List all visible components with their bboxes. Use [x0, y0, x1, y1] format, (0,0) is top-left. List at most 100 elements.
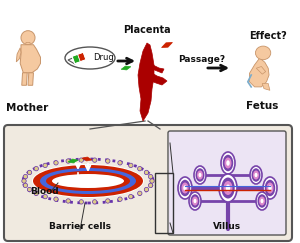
- Ellipse shape: [182, 182, 188, 193]
- Ellipse shape: [256, 46, 271, 60]
- Polygon shape: [152, 65, 164, 73]
- Ellipse shape: [194, 199, 196, 203]
- Ellipse shape: [178, 177, 192, 199]
- Ellipse shape: [251, 168, 260, 182]
- Ellipse shape: [263, 177, 277, 199]
- Circle shape: [79, 200, 83, 204]
- Text: Effect?: Effect?: [249, 31, 287, 41]
- Ellipse shape: [219, 174, 237, 202]
- Polygon shape: [68, 159, 78, 163]
- Circle shape: [106, 199, 110, 203]
- Polygon shape: [78, 52, 86, 62]
- Ellipse shape: [253, 171, 259, 180]
- Ellipse shape: [196, 168, 205, 182]
- Circle shape: [54, 197, 58, 201]
- Circle shape: [118, 197, 122, 201]
- Polygon shape: [68, 57, 75, 64]
- Ellipse shape: [226, 184, 230, 191]
- Circle shape: [23, 174, 28, 179]
- Polygon shape: [256, 67, 266, 74]
- Text: Mother: Mother: [6, 103, 48, 113]
- Circle shape: [27, 187, 32, 192]
- Ellipse shape: [260, 199, 263, 203]
- Ellipse shape: [221, 152, 235, 174]
- Polygon shape: [82, 157, 92, 161]
- Circle shape: [43, 194, 47, 199]
- Ellipse shape: [254, 173, 257, 177]
- Circle shape: [138, 166, 142, 171]
- Ellipse shape: [183, 185, 187, 191]
- Circle shape: [106, 159, 110, 163]
- Ellipse shape: [194, 166, 206, 184]
- Circle shape: [34, 166, 38, 171]
- Polygon shape: [28, 73, 34, 85]
- Polygon shape: [121, 66, 131, 70]
- Polygon shape: [138, 43, 154, 121]
- Circle shape: [23, 183, 28, 188]
- FancyBboxPatch shape: [4, 125, 292, 241]
- Circle shape: [21, 31, 35, 45]
- Text: Blood: Blood: [30, 186, 58, 196]
- Circle shape: [22, 179, 26, 183]
- Ellipse shape: [40, 168, 136, 194]
- Polygon shape: [26, 42, 30, 45]
- Text: Placenta: Placenta: [123, 25, 171, 35]
- Ellipse shape: [197, 171, 203, 180]
- Ellipse shape: [199, 173, 202, 177]
- Ellipse shape: [180, 180, 190, 196]
- Ellipse shape: [266, 182, 274, 193]
- Circle shape: [138, 191, 142, 196]
- Ellipse shape: [65, 47, 115, 69]
- Circle shape: [92, 158, 97, 162]
- Ellipse shape: [259, 197, 265, 206]
- Circle shape: [79, 158, 83, 162]
- Ellipse shape: [257, 194, 266, 208]
- Ellipse shape: [33, 165, 143, 197]
- Circle shape: [66, 159, 70, 163]
- Ellipse shape: [223, 155, 233, 171]
- Ellipse shape: [265, 180, 275, 196]
- Circle shape: [144, 170, 149, 175]
- Polygon shape: [72, 54, 80, 64]
- Circle shape: [150, 179, 154, 183]
- Text: Drug: Drug: [93, 53, 114, 62]
- Circle shape: [118, 161, 122, 165]
- Circle shape: [144, 187, 149, 192]
- Circle shape: [129, 194, 133, 199]
- Text: Passage?: Passage?: [178, 55, 225, 64]
- Ellipse shape: [250, 166, 262, 184]
- Circle shape: [34, 191, 38, 196]
- Polygon shape: [20, 45, 40, 73]
- Ellipse shape: [32, 164, 144, 198]
- Ellipse shape: [256, 192, 268, 210]
- Ellipse shape: [23, 159, 153, 203]
- Circle shape: [66, 199, 70, 203]
- Ellipse shape: [46, 171, 130, 191]
- Circle shape: [27, 170, 32, 175]
- Ellipse shape: [189, 192, 201, 210]
- FancyBboxPatch shape: [168, 131, 286, 235]
- Polygon shape: [16, 48, 21, 62]
- Polygon shape: [262, 84, 270, 90]
- Ellipse shape: [224, 157, 232, 168]
- Text: Villus: Villus: [213, 222, 241, 231]
- Ellipse shape: [190, 194, 200, 208]
- Polygon shape: [162, 43, 172, 48]
- Polygon shape: [22, 73, 27, 85]
- Circle shape: [148, 183, 153, 188]
- Ellipse shape: [192, 197, 198, 206]
- Polygon shape: [151, 73, 167, 85]
- Circle shape: [148, 174, 153, 179]
- Text: Barrier cells: Barrier cells: [49, 222, 111, 231]
- Circle shape: [129, 163, 133, 168]
- Text: Fetus: Fetus: [246, 101, 278, 111]
- Polygon shape: [250, 58, 269, 87]
- Ellipse shape: [226, 160, 230, 166]
- Circle shape: [54, 161, 58, 165]
- Circle shape: [43, 163, 47, 168]
- Ellipse shape: [221, 177, 235, 199]
- Ellipse shape: [268, 185, 272, 191]
- Ellipse shape: [224, 181, 232, 195]
- Circle shape: [92, 200, 97, 204]
- Ellipse shape: [52, 174, 124, 188]
